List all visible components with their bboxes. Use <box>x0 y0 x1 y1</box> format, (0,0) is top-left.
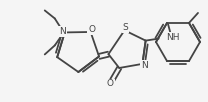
Text: NH: NH <box>166 33 179 42</box>
Text: O: O <box>107 79 114 88</box>
Text: O: O <box>88 26 95 34</box>
Text: N: N <box>141 61 148 70</box>
Text: S: S <box>123 23 128 32</box>
Text: N: N <box>59 27 66 36</box>
